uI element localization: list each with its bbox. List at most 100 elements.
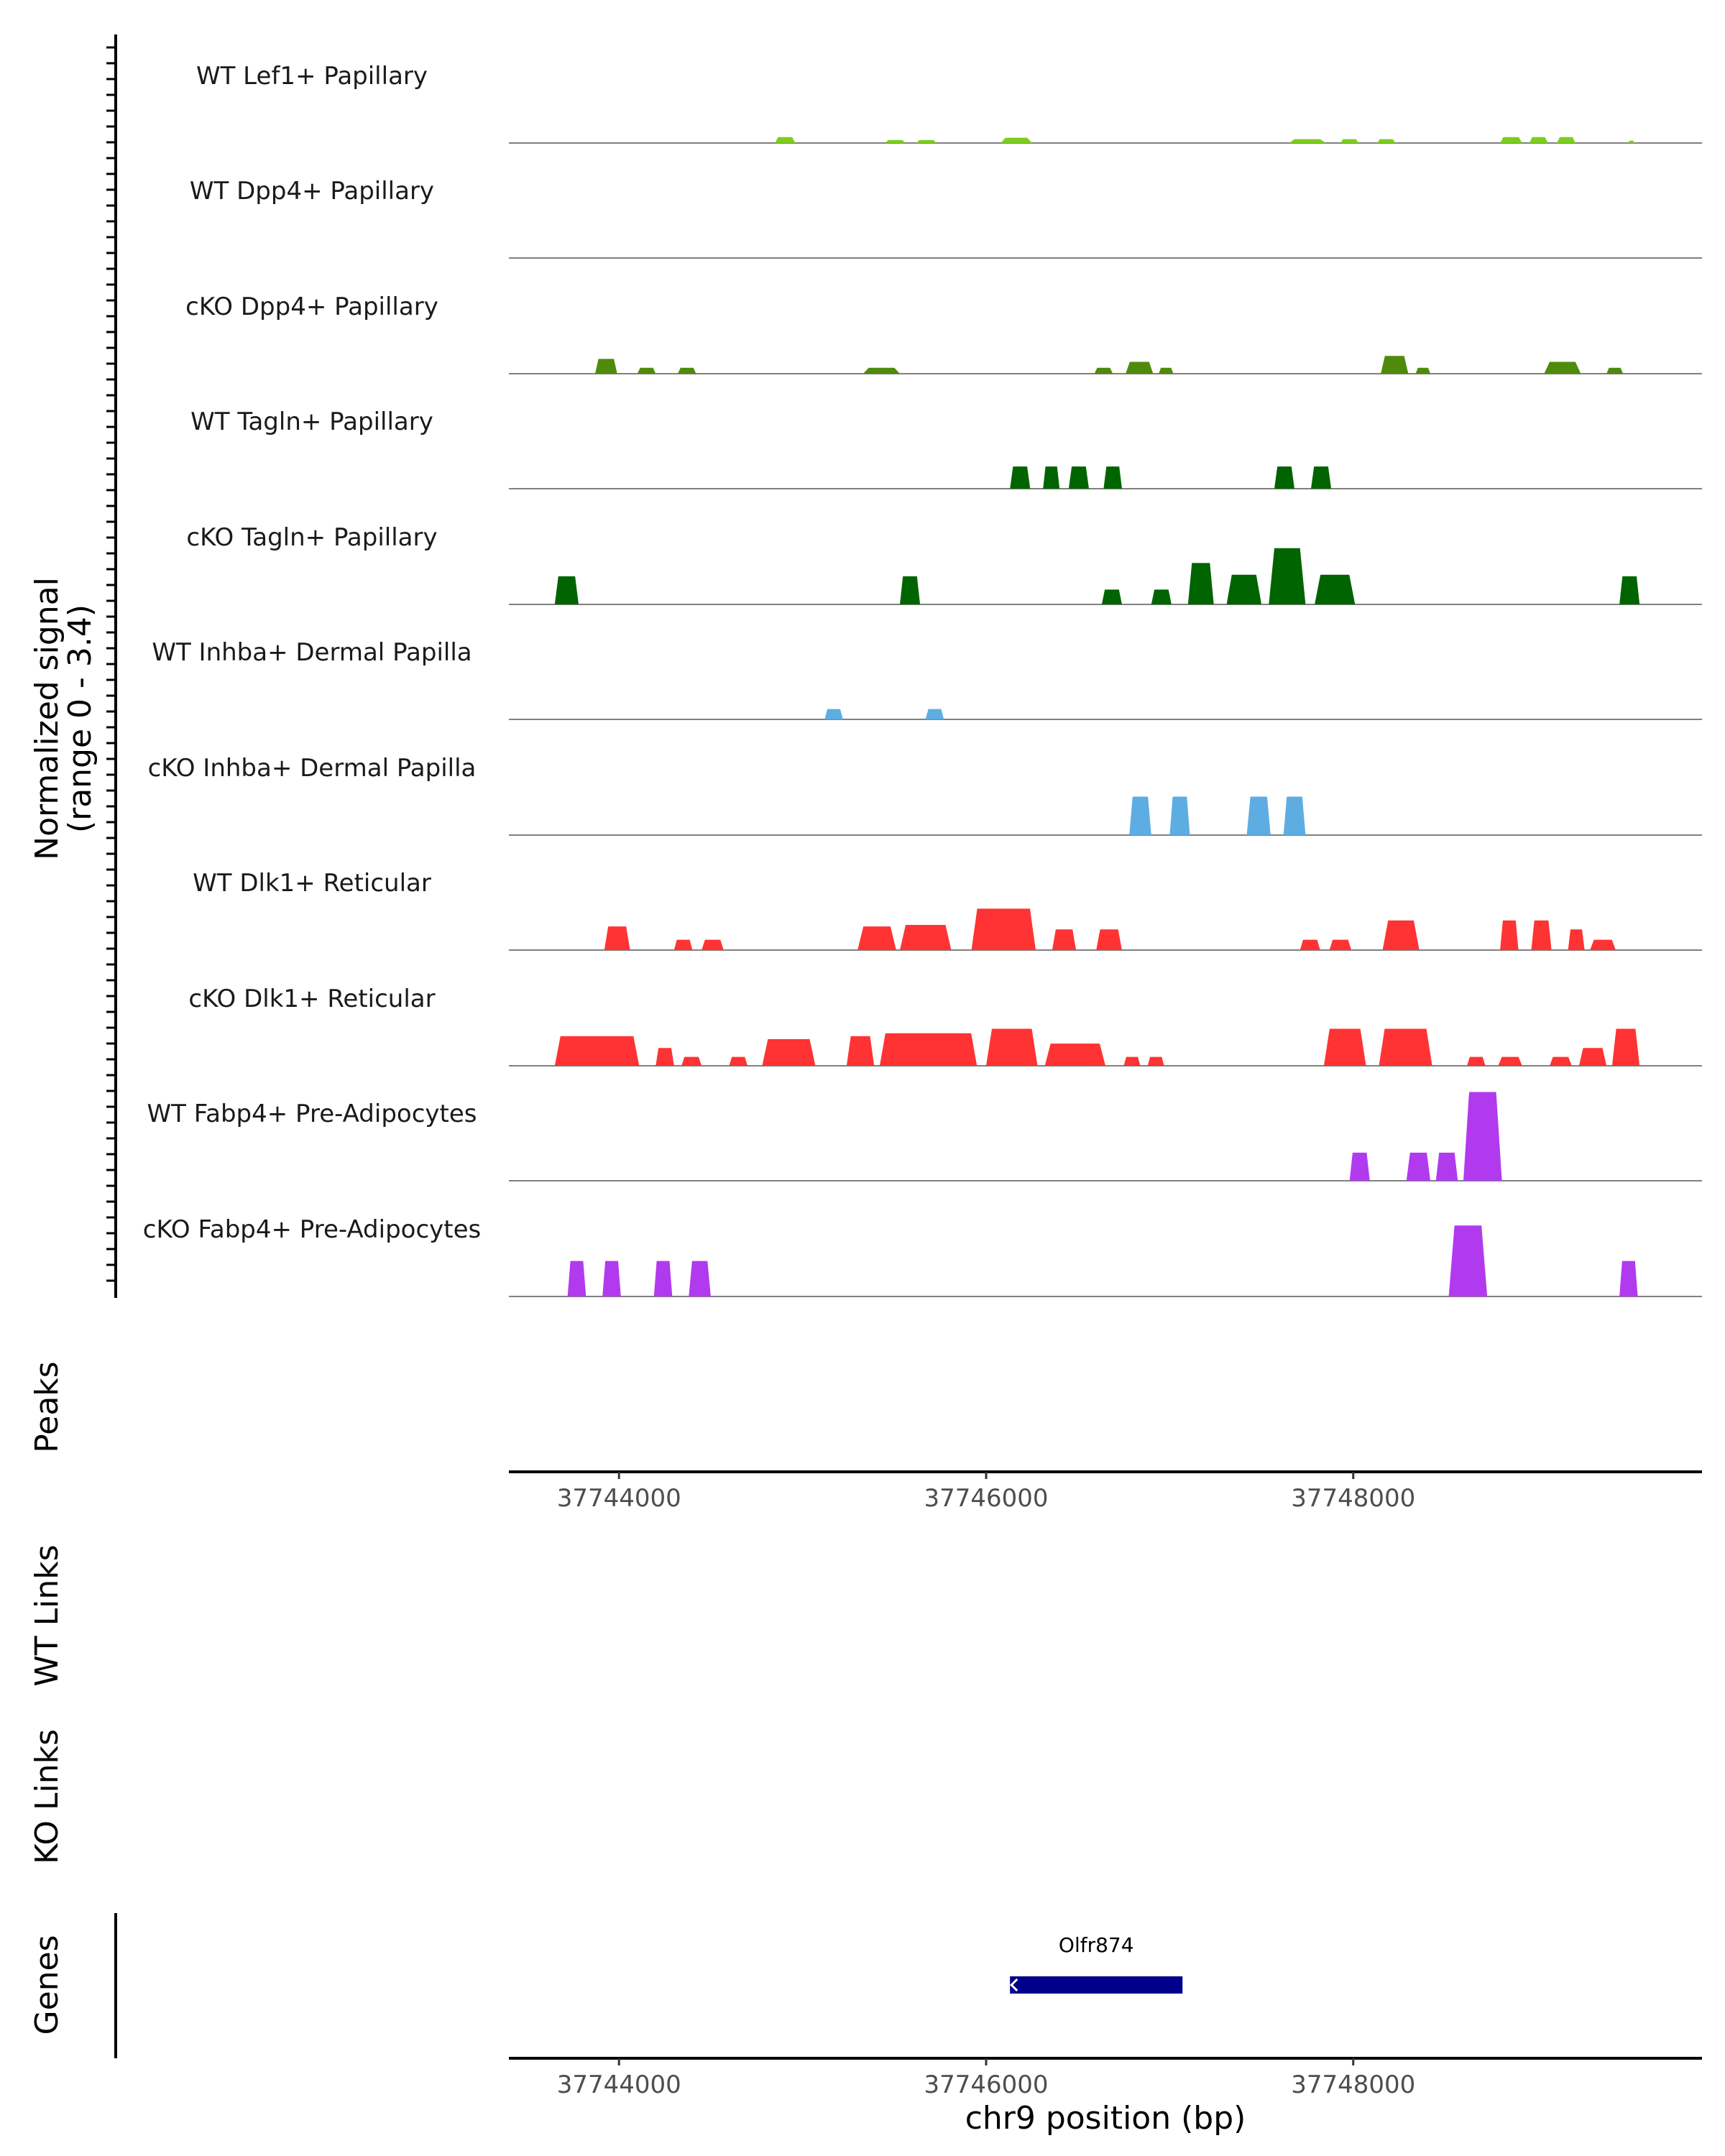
track: cKO Dpp4+ Papillary bbox=[185, 292, 1702, 374]
track: cKO Inhba+ Dermal Papilla bbox=[148, 754, 1702, 836]
signal-peak bbox=[1068, 466, 1089, 489]
signal-peak bbox=[1435, 1152, 1458, 1181]
signal-peak bbox=[1123, 1056, 1141, 1066]
signal-peak bbox=[1289, 139, 1326, 143]
signal-peak bbox=[702, 939, 724, 950]
signal-peak bbox=[1611, 1028, 1640, 1066]
signal-peak bbox=[604, 926, 630, 950]
signal-peak bbox=[554, 576, 579, 604]
track-label: WT Tagln+ Papillary bbox=[190, 407, 433, 436]
signal-peak bbox=[1349, 1152, 1370, 1181]
signal-peak bbox=[1311, 466, 1332, 489]
gene-strand-arrow bbox=[1010, 1978, 1018, 1992]
signal-peak bbox=[1283, 796, 1306, 835]
signal-peak bbox=[1126, 361, 1154, 374]
signal-peak bbox=[1619, 576, 1640, 604]
x-tick-label: 37746000 bbox=[924, 1484, 1048, 1513]
x-tick-label: 37746000 bbox=[924, 2070, 1048, 2099]
signal-peak bbox=[1129, 796, 1151, 835]
gene-annotations: Olfr874 bbox=[1010, 1933, 1183, 1994]
signal-peak bbox=[1274, 466, 1294, 489]
peaks-x-axis-ticks: 37744000 37746000 37748000 bbox=[557, 1472, 1415, 1513]
track-label: WT Dlk1+ Reticular bbox=[193, 869, 431, 898]
signal-peak bbox=[824, 709, 843, 719]
signal-tracks: WT Lef1+ Papillary WT Dpp4+ Papillary cKO … bbox=[143, 62, 1702, 1297]
signal-peak bbox=[1010, 466, 1031, 489]
track-label: cKO Dlk1+ Reticular bbox=[188, 985, 435, 1013]
signal-axis-range: (range 0 - 3.4) bbox=[62, 604, 98, 833]
track-label: cKO Fabp4+ Pre-Adipocytes bbox=[143, 1215, 482, 1244]
signal-peak bbox=[1382, 920, 1420, 950]
track: cKO Fabp4+ Pre-Adipocytes bbox=[143, 1215, 1702, 1297]
track: WT Dpp4+ Papillary bbox=[190, 177, 1702, 259]
signal-peak bbox=[916, 139, 937, 143]
x-tick-label: 37744000 bbox=[557, 2070, 681, 2099]
track: WT Tagln+ Papillary bbox=[190, 407, 1702, 489]
signal-peak bbox=[681, 1056, 702, 1066]
signal-peak bbox=[1500, 920, 1519, 950]
signal-peak bbox=[885, 139, 906, 143]
track: cKO Tagln+ Papillary bbox=[186, 523, 1702, 605]
signal-peak bbox=[1169, 796, 1190, 835]
signal-peak bbox=[554, 1036, 640, 1066]
track-label: cKO Tagln+ Papillary bbox=[186, 523, 437, 552]
signal-peak bbox=[1096, 929, 1122, 950]
track: WT Lef1+ Papillary bbox=[196, 62, 1702, 144]
signal-peak bbox=[900, 925, 952, 950]
signal-peak bbox=[1550, 1056, 1572, 1066]
signal-peak bbox=[1269, 548, 1306, 604]
signal-peak bbox=[1467, 1056, 1486, 1066]
signal-peak bbox=[1159, 367, 1174, 374]
signal-peak bbox=[653, 1261, 673, 1296]
signal-peak bbox=[1044, 1044, 1105, 1066]
signal-peak bbox=[637, 367, 656, 374]
gene-label: Olfr874 bbox=[1059, 1933, 1134, 1957]
signal-peak bbox=[1628, 140, 1634, 143]
signal-peak bbox=[1187, 563, 1214, 604]
x-tick-label: 37748000 bbox=[1291, 2070, 1415, 2099]
signal-peak bbox=[1529, 137, 1548, 143]
track-label: cKO Dpp4+ Papillary bbox=[185, 292, 438, 321]
signal-peak bbox=[1568, 929, 1585, 950]
track: WT Fabp4+ Pre-Adipocytes bbox=[147, 1092, 1702, 1181]
signal-peak bbox=[1590, 939, 1616, 950]
signal-peak bbox=[1052, 929, 1077, 950]
signal-peak bbox=[1498, 1056, 1522, 1066]
signal-peak bbox=[1619, 1261, 1638, 1296]
signal-peak bbox=[1226, 574, 1262, 604]
signal-peak bbox=[656, 1048, 674, 1066]
track-label: cKO Inhba+ Dermal Papilla bbox=[148, 754, 477, 783]
signal-peak bbox=[1578, 1048, 1607, 1066]
signal-peak bbox=[1606, 367, 1624, 374]
signal-peak bbox=[1000, 137, 1032, 143]
signal-peak bbox=[1379, 1028, 1432, 1066]
signal-peak bbox=[1151, 589, 1172, 604]
signal-peak bbox=[1329, 939, 1352, 950]
signal-peak bbox=[1415, 367, 1430, 374]
genes-x-axis-ticks: 37744000 37746000 37748000 bbox=[557, 2058, 1415, 2099]
x-tick-label: 37744000 bbox=[557, 1484, 681, 1513]
signal-peak bbox=[879, 1033, 978, 1066]
signal-peak bbox=[1246, 796, 1271, 835]
signal-peak bbox=[1381, 356, 1409, 374]
signal-peak bbox=[925, 709, 944, 719]
signal-peak bbox=[762, 1038, 816, 1066]
signal-peak bbox=[678, 367, 696, 374]
signal-peak bbox=[1448, 1225, 1488, 1296]
signal-peak bbox=[775, 137, 796, 143]
signal-peak bbox=[1377, 139, 1396, 143]
peaks-panel-label: Peaks bbox=[29, 1361, 65, 1452]
signal-peak bbox=[900, 576, 921, 604]
signal-peak bbox=[1101, 589, 1122, 604]
signal-peak bbox=[1300, 939, 1320, 950]
track: WT Dlk1+ Reticular bbox=[193, 869, 1702, 951]
gene-body bbox=[1010, 1976, 1183, 1994]
signal-peak bbox=[1406, 1152, 1430, 1181]
track: WT Inhba+ Dermal Papilla bbox=[152, 638, 1702, 720]
x-axis-title: chr9 position (bp) bbox=[965, 2100, 1246, 2137]
signal-peak bbox=[1500, 137, 1522, 143]
signal-peak bbox=[673, 939, 693, 950]
ko-links-panel-label: KO Links bbox=[29, 1729, 65, 1864]
signal-peak bbox=[689, 1261, 711, 1296]
